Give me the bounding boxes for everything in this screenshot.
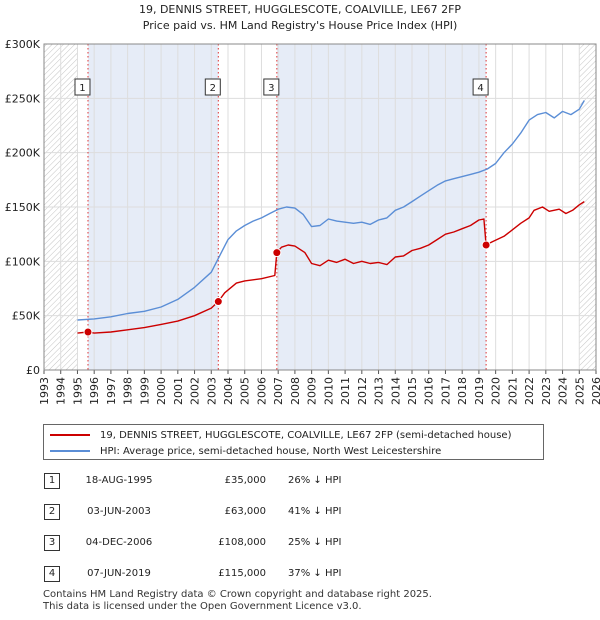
x-tick-label: 2010 [322,377,335,405]
x-tick-label: 2015 [406,377,419,405]
sale-price: £63,000 [224,506,266,517]
x-tick-label: 2018 [456,377,469,405]
x-tick-label: 2007 [272,377,285,405]
x-tick-label: 1994 [55,377,68,405]
x-tick-label: 2002 [189,377,202,405]
y-tick-label: £0 [26,364,40,377]
marker-box [204,78,221,96]
x-tick-label: 2012 [356,377,369,405]
marker-label-2: 2 [204,78,221,96]
x-tick-label: 2026 [590,377,600,405]
sale-date: 18-AUG-1995 [85,475,153,486]
sale-number-badge: 3 [44,535,60,551]
chart-title-line2: Price paid vs. HM Land Registry's House … [143,19,458,32]
x-tick-label: 2021 [506,377,519,405]
y-tick-label: £300K [5,38,41,51]
x-tick-label: 2025 [573,377,586,405]
x-tick-label: 1996 [88,377,101,405]
marker-number: 4 [477,83,483,94]
sale-point-3 [272,248,282,258]
x-tick-label: 2014 [389,377,402,405]
y-tick-label: £200K [5,147,41,160]
sale-date: 03-JUN-2003 [87,506,151,517]
sale-date: 04-DEC-2006 [85,537,153,548]
marker-box [74,78,91,96]
footer-attribution: Contains HM Land Registry data © Crown c… [43,589,432,613]
legend-swatch-property [50,434,90,436]
sale-price: £108,000 [218,537,266,548]
sale-price: £35,000 [224,475,266,486]
x-tick-label: 2022 [523,377,536,405]
marker-box [472,78,489,96]
legend-label-property: 19, DENNIS STREET, HUGGLESCOTE, COALVILL… [100,429,512,441]
sale-hpi-diff: 26% ↓ HPI [288,475,342,486]
x-tick-label: 2000 [155,377,168,405]
legend-swatch-hpi [50,450,90,452]
x-tick-label: 2019 [473,377,486,405]
marker-label-3: 3 [263,78,280,96]
sale-date: 07-JUN-2019 [87,568,151,579]
sale-hpi-diff: 25% ↓ HPI [288,537,342,548]
sale-hpi-diff: 41% ↓ HPI [288,506,342,517]
x-tick-label: 1997 [105,377,118,405]
x-tick-label: 2024 [557,377,570,405]
x-tick-label: 2009 [306,377,319,405]
x-tick-label: 2016 [423,377,436,405]
x-tick-label: 2023 [540,377,553,405]
sale-point-4 [481,240,491,250]
footer-licence: This data is licensed under the Open Gov… [43,601,362,612]
marker-number: 2 [210,83,216,94]
y-tick-label: £150K [5,201,41,214]
chart-legend: 19, DENNIS STREET, HUGGLESCOTE, COALVILL… [43,424,544,460]
sale-number-badge: 2 [44,504,60,520]
marker-number: 1 [79,83,85,94]
legend-item-hpi: HPI: Average price, semi-detached house,… [50,443,441,459]
series-line-hpi [77,100,585,321]
x-tick-label: 1998 [122,377,135,405]
x-tick-label: 2020 [490,377,503,405]
x-tick-label: 2005 [239,377,252,405]
footer-copyright: Contains HM Land Registry data © Crown c… [43,589,432,600]
sale-point-2 [213,297,223,307]
series-line-property [77,201,585,334]
sale-hpi-diff: 37% ↓ HPI [288,568,342,579]
x-tick-label: 2013 [373,377,386,405]
legend-item-property: 19, DENNIS STREET, HUGGLESCOTE, COALVILL… [50,427,511,443]
y-tick-label: £250K [5,92,41,105]
y-tick-label: £50K [12,310,41,323]
sale-number-badge: 4 [44,566,60,582]
x-tick-label: 2001 [172,377,185,405]
marker-label-4: 4 [472,78,489,96]
marker-label-1: 1 [74,78,91,96]
plot-border [43,43,597,371]
x-tick-label: 1993 [38,377,51,405]
x-tick-label: 2008 [289,377,302,405]
x-tick-label: 2006 [255,377,268,405]
marker-box [263,78,280,96]
x-tick-label: 2011 [339,377,352,405]
x-tick-label: 2003 [205,377,218,405]
x-tick-label: 2017 [439,377,452,405]
price-chart: 19, DENNIS STREET, HUGGLESCOTE, COALVILL… [5,3,600,405]
x-tick-label: 1999 [138,377,151,405]
x-tick-label: 2004 [222,377,235,405]
marker-number: 3 [268,83,274,94]
sale-price: £115,000 [218,568,266,579]
chart-title-line1: 19, DENNIS STREET, HUGGLESCOTE, COALVILL… [139,3,461,16]
y-tick-label: £100K [5,255,41,268]
legend-label-hpi: HPI: Average price, semi-detached house,… [100,445,442,457]
sale-point-1 [83,327,93,337]
sale-number-badge: 1 [44,473,60,489]
x-tick-label: 1995 [71,377,84,405]
